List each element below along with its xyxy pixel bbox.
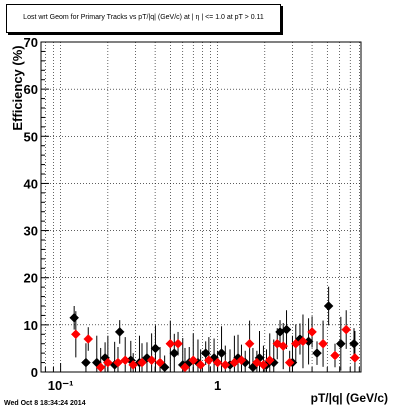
data-point [120, 355, 131, 366]
timestamp: Wed Oct 8 18:34:24 2014 [4, 400, 86, 407]
data-point [244, 338, 255, 349]
data-point [330, 350, 340, 361]
data-points [69, 286, 360, 373]
data-point [349, 338, 359, 349]
data-point [173, 338, 183, 349]
data-point [264, 355, 275, 366]
series-1 [70, 310, 360, 373]
y-tick-label: 20 [24, 271, 38, 286]
data-point [350, 353, 360, 363]
data-point [284, 357, 295, 368]
series-0 [69, 286, 359, 373]
axis-tick-labels: 0 10 20 30 40 50 60 70 10⁻¹ 1 [24, 35, 222, 393]
data-point [83, 334, 94, 344]
data-point [323, 301, 334, 311]
data-point [114, 327, 125, 337]
x-tick-label: 1 [214, 378, 221, 393]
y-tick-label: 10 [24, 318, 38, 333]
data-point [188, 355, 199, 366]
y-tick-label: 0 [31, 365, 38, 380]
data-point [298, 336, 308, 347]
data-point [220, 360, 231, 370]
grid-lines [41, 42, 361, 372]
x-tick-label: 10⁻¹ [48, 378, 74, 393]
data-point [113, 357, 123, 368]
data-point [137, 357, 147, 368]
data-point [312, 348, 322, 358]
data-point [146, 355, 157, 366]
data-point [212, 357, 223, 368]
data-point [81, 357, 91, 368]
data-point [204, 355, 214, 366]
data-point [307, 327, 317, 337]
data-point [318, 338, 328, 349]
y-tick-label: 60 [24, 82, 38, 97]
data-point [150, 343, 161, 354]
x-axis-label: pT/|q| (GeV/c) [310, 391, 388, 405]
data-point [69, 312, 80, 323]
y-tick-label: 70 [24, 35, 38, 50]
data-point [258, 360, 269, 370]
chart-title: Lost wrt Geom for Primary Tracks vs pT/|… [23, 14, 264, 21]
data-point [229, 357, 240, 368]
data-point [335, 338, 346, 349]
data-point [236, 355, 247, 366]
data-point [95, 362, 106, 373]
title-box: Lost wrt Geom for Primary Tracks vs pT/|… [6, 4, 281, 33]
plot-frame [40, 41, 362, 373]
data-point [128, 360, 139, 370]
data-point [70, 329, 81, 340]
data-point [155, 357, 165, 368]
data-point [103, 357, 113, 368]
data-point [341, 324, 352, 335]
data-point [169, 348, 180, 358]
y-tick-label: 50 [24, 129, 38, 144]
data-point [216, 348, 227, 358]
data-point [278, 341, 289, 351]
data-point [180, 362, 190, 373]
y-tick-label: 40 [24, 176, 38, 191]
y-tick-label: 30 [24, 224, 38, 239]
axis-ticks [41, 41, 360, 373]
y-axis-label: Efficiency (%) [10, 45, 25, 131]
data-point [195, 360, 206, 370]
data-point [165, 338, 176, 349]
data-point [290, 338, 301, 349]
